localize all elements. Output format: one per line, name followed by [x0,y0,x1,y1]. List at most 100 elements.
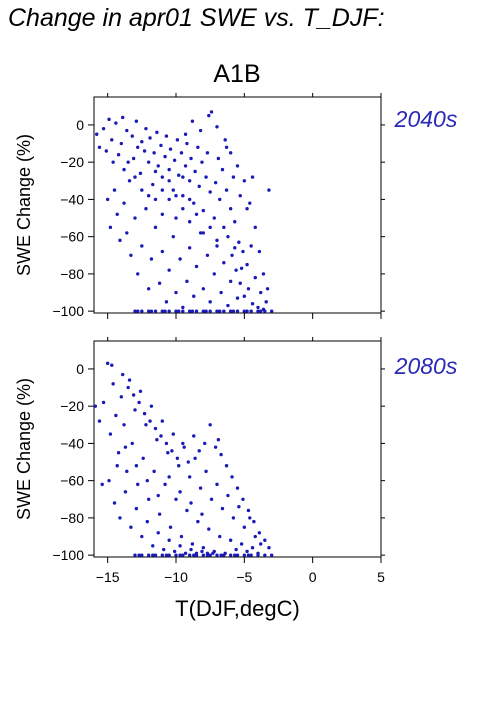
scatter-point [175,456,180,461]
scatter-point [153,426,158,431]
scatter-point [231,516,236,520]
scatter-point [142,149,147,153]
scatter-point [108,432,113,436]
scatter-point [259,309,263,313]
x-tick-label: −5 [236,569,252,585]
scatter-point [235,553,240,557]
scatter-point [201,208,206,213]
scatter-point [179,534,184,539]
scatter-point [215,309,219,313]
scatter-point [203,441,207,446]
scatter-point [122,167,126,172]
scatter-point [233,220,237,224]
y-tick-label: −40 [60,435,84,451]
scatter-point [249,244,253,248]
scatter-point [263,309,267,313]
scatter-point [166,451,170,455]
scatter-point [171,188,175,192]
scatter-point [114,413,118,418]
scatter-point [151,544,155,548]
scatter-point [265,287,270,291]
scatter-point [189,547,193,552]
scatter-point [233,246,237,250]
scatter-point [183,551,188,555]
scatter-point [267,545,271,550]
scatter-point [253,225,257,230]
scatter-point [171,432,175,436]
scatter-point [245,309,249,313]
y-axis-label: SWE Change (%) [14,378,34,520]
scatter-point [207,527,211,531]
scatter-point [133,309,137,313]
scatter-point [140,188,144,192]
scatter-point [185,279,189,284]
plot-frame [93,96,382,314]
scatter-point [168,525,173,529]
scatter-point [190,309,195,313]
scatter-point [119,141,124,146]
scatter-point [197,449,201,453]
scatter-point [160,419,165,423]
scatter-point [146,287,151,291]
scatter-point [174,193,178,198]
scatter-point [187,197,192,202]
scatter-point [269,553,274,557]
scatter-point [145,519,149,524]
scatter-point [164,300,169,304]
plot-frame [93,340,382,558]
y-tick-label: −80 [60,266,84,282]
scatter-point [177,173,181,177]
scatter-point [230,475,234,479]
scatter-point [226,493,230,498]
scatter-point [167,179,171,183]
scatter-point [228,538,233,542]
scatter-point [187,553,192,557]
panel-2080s: 0 −20 −40 −60 −80 −100 −15 −10 −5 0 5 SWE Change (%… [14,337,458,621]
scatter-point [104,149,109,153]
y-tick-label: −60 [60,229,84,245]
scatter-point [157,512,162,516]
scatter-point [172,158,177,163]
scatter-point [152,151,156,155]
scatter-point [245,262,249,267]
scatter-point [249,309,253,313]
scatter-point [222,261,226,265]
scatter-point [222,553,226,557]
scatter-point [110,363,114,367]
scatter-point [140,244,144,248]
scatter-point [164,553,169,557]
scatter-point [267,188,271,192]
scatter-point [231,309,236,313]
scatter-point [144,126,148,131]
scatter-point [153,309,158,313]
scatter-point [193,456,197,461]
scatter-point [125,128,129,133]
scatter-point [160,309,165,313]
scatter-point [238,193,242,198]
scatter-point [181,193,185,198]
scatter-point [127,378,132,382]
scatter-point [222,309,226,313]
scenario-label: A1B [213,60,260,88]
scatter-point [133,408,137,412]
period-label: 2040s [394,106,458,132]
scatter-point [101,400,106,405]
scatter-point [181,305,185,310]
y-tick-label: −40 [60,191,84,207]
scatter-point [179,151,184,155]
scatter-point [213,180,218,185]
scatter-point [111,382,115,386]
scatter-point [205,253,210,257]
scatter-point [241,249,245,254]
scatter-point [246,553,251,557]
scatter-point [246,508,251,513]
scatter-point [239,542,244,546]
scatter-point [152,469,156,474]
scatter-point [215,244,219,248]
scatter-point [237,505,241,509]
scatter-point [101,126,106,131]
scatter-point [110,138,114,142]
scatter-point [192,201,196,205]
scatter-point [200,160,204,164]
